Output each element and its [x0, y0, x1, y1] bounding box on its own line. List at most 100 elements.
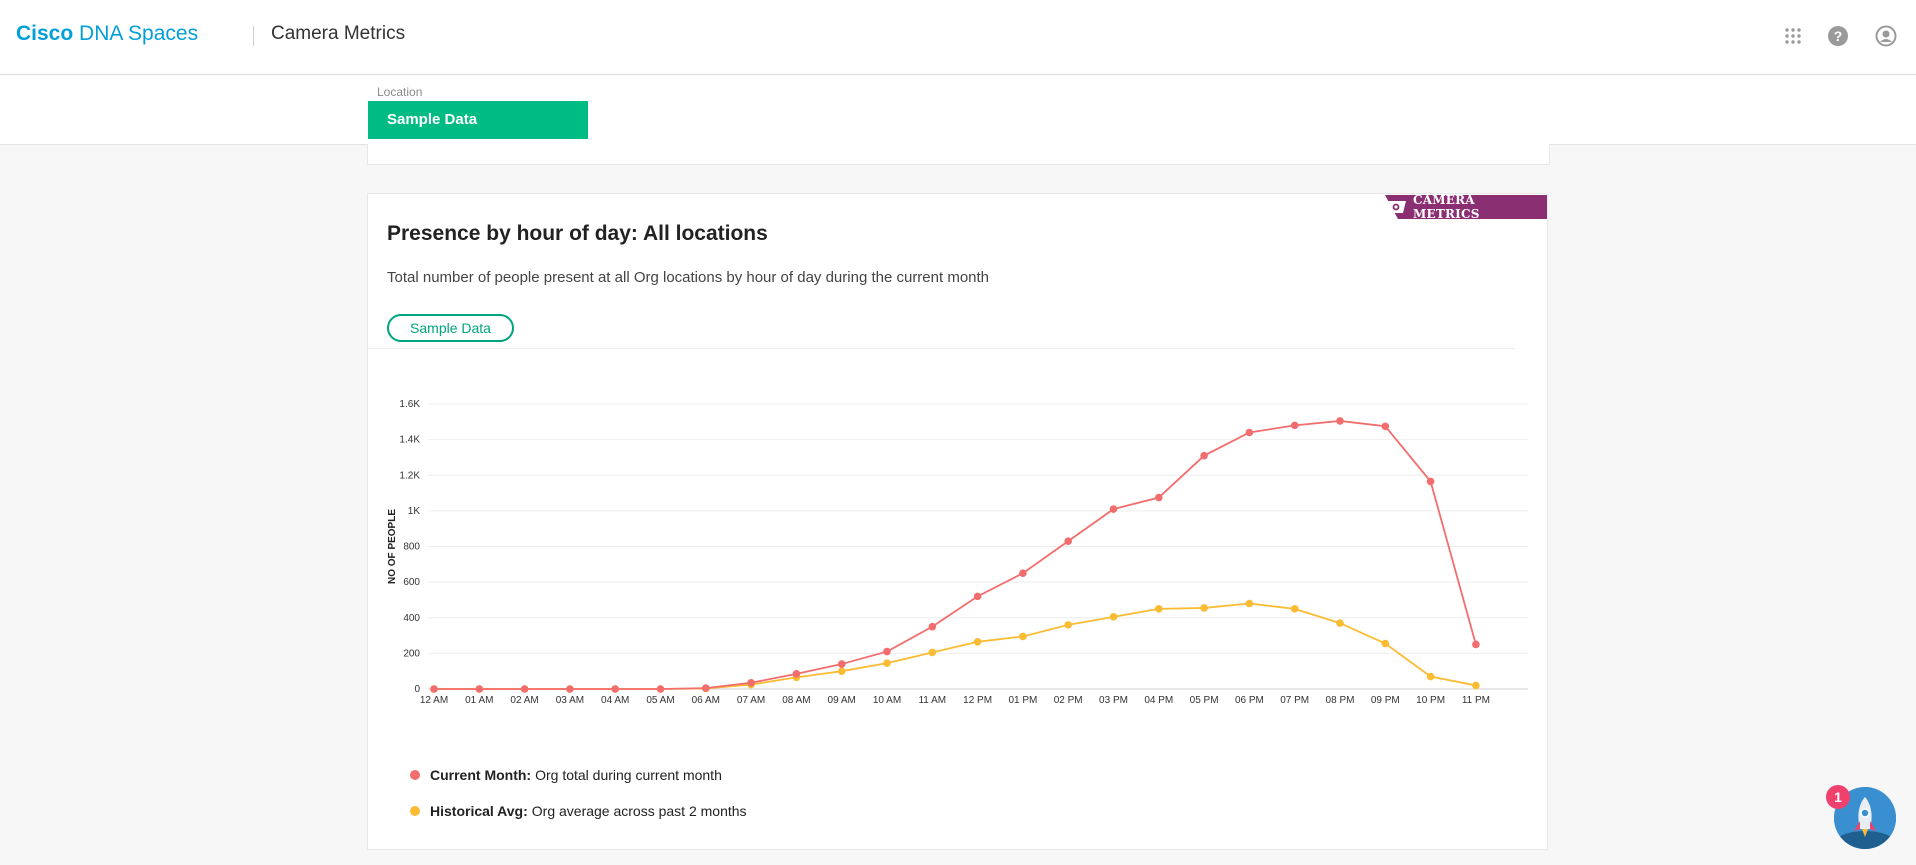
data-point: [1019, 569, 1027, 578]
series-line-historical-avg: [434, 602, 1477, 690]
x-tick-label: 08 AM: [782, 695, 810, 706]
data-point: [1290, 421, 1299, 430]
y-tick-label: 1.4K: [399, 435, 420, 446]
card-title: Presence by hour of day: All locations: [387, 222, 768, 245]
camera-icon: [1385, 199, 1407, 215]
x-tick-label: 11 PM: [1462, 695, 1490, 706]
x-tick-label: 08 PM: [1326, 695, 1355, 706]
x-tick-label: 07 AM: [737, 695, 765, 706]
data-point: [702, 684, 710, 692]
data-point: [1336, 619, 1344, 627]
presence-line-chart: 0 200 400 600 800 1K 1.2K 1.4K 1.6K NO OF PEOPLE 1…: [387, 399, 1528, 706]
x-tick-label: 09 AM: [828, 695, 856, 706]
data-point: [837, 667, 846, 675]
data-point: [1381, 639, 1390, 648]
y-tick-label: 0: [414, 684, 420, 695]
data-point: [1426, 672, 1435, 681]
data-point: [973, 592, 982, 601]
x-tick-label: 09 PM: [1371, 695, 1400, 706]
data-point: [1336, 417, 1344, 425]
top-navigation-bar: Cisco DNA Spaces Camera Metrics ?: [0, 0, 1916, 75]
y-axis-label: NO OF PEOPLE: [387, 509, 398, 584]
data-point: [1155, 605, 1163, 613]
data-point: [1064, 537, 1072, 545]
data-point: [1472, 640, 1480, 649]
data-point: [1019, 632, 1027, 641]
legend-current-month-name: Current Month:: [430, 767, 532, 783]
brand-logo[interactable]: Cisco DNA Spaces: [16, 22, 198, 46]
badge-label: CAMERA METRICS: [1413, 193, 1480, 221]
data-point: [1109, 505, 1118, 513]
y-tick-label: 800: [403, 542, 420, 553]
data-point: [475, 685, 484, 693]
y-tick-label: 400: [403, 613, 420, 624]
rocket-icon: [1834, 787, 1896, 849]
data-point: [792, 670, 801, 678]
location-bar: Location Sample Data: [0, 75, 1916, 145]
user-account-icon[interactable]: [1874, 24, 1898, 48]
notification-count-badge: 1: [1826, 785, 1850, 809]
data-point: [430, 685, 438, 693]
series-line-current-month: [434, 420, 1477, 690]
card-divider: [368, 348, 1515, 349]
y-tick-label: 600: [403, 577, 420, 588]
x-tick-label: 10 PM: [1416, 695, 1445, 706]
data-point: [747, 678, 755, 687]
apps-grid-icon[interactable]: [1781, 24, 1805, 48]
data-point: [1290, 605, 1299, 613]
x-tick-label: 02 PM: [1054, 695, 1083, 706]
legend-historical-avg: Historical Avg: Org average across past …: [410, 803, 747, 819]
data-point: [883, 659, 891, 667]
header-divider: [253, 26, 254, 46]
location-label: Location: [377, 85, 423, 99]
data-point: [1155, 493, 1163, 502]
x-tick-label: 11 AM: [918, 695, 946, 706]
brand-name-bold: Cisco: [16, 22, 74, 45]
data-point: [1472, 681, 1480, 690]
data-point: [656, 685, 665, 693]
data-point: [1245, 428, 1254, 437]
previous-card-bottom: [367, 144, 1550, 165]
data-point: [1245, 599, 1254, 608]
x-tick-label: 06 AM: [692, 695, 720, 706]
x-tick-label: 12 PM: [963, 695, 992, 706]
data-point: [1426, 477, 1435, 486]
data-point: [566, 685, 574, 693]
legend-current-month: Current Month: Org total during current …: [410, 767, 722, 783]
y-tick-label: 1.2K: [399, 470, 420, 481]
x-tick-label: 07 PM: [1280, 695, 1309, 706]
x-tick-label: 01 PM: [1008, 695, 1037, 706]
data-point: [1109, 613, 1118, 621]
x-tick-label: 12 AM: [420, 695, 448, 706]
help-icon[interactable]: ?: [1826, 24, 1850, 48]
data-point: [928, 648, 937, 657]
y-tick-label: 1K: [408, 506, 421, 517]
presence-by-hour-card: CAMERA METRICS Presence by hour of day: …: [367, 193, 1548, 850]
y-tick-label: 1.6K: [399, 399, 420, 410]
x-tick-label: 02 AM: [510, 695, 538, 706]
camera-metrics-badge: CAMERA METRICS: [1385, 195, 1547, 219]
brand-name-rest: DNA Spaces: [73, 22, 199, 45]
legend-current-month-marker: [410, 770, 420, 780]
x-tick-label: 03 PM: [1099, 695, 1128, 706]
x-tick-label: 06 PM: [1235, 695, 1264, 706]
x-tick-label: 04 AM: [601, 695, 629, 706]
data-point: [883, 647, 891, 656]
data-point: [1064, 621, 1072, 629]
data-point: [520, 685, 529, 693]
location-selector[interactable]: Sample Data: [368, 101, 588, 139]
svg-text:?: ?: [1834, 28, 1843, 44]
legend-historical-avg-marker: [410, 806, 420, 816]
data-point: [973, 637, 982, 646]
x-tick-label: 04 PM: [1144, 695, 1173, 706]
legend-historical-avg-name: Historical Avg:: [430, 803, 528, 819]
data-point: [928, 622, 937, 631]
page-title: Camera Metrics: [271, 23, 406, 44]
sample-data-chip[interactable]: Sample Data: [387, 314, 514, 342]
data-point: [611, 685, 619, 693]
x-tick-label: 10 AM: [873, 695, 901, 706]
y-tick-label: 200: [403, 648, 420, 659]
x-tick-label: 01 AM: [465, 695, 493, 706]
x-tick-label: 03 AM: [556, 695, 584, 706]
x-tick-label: 05 AM: [646, 695, 674, 706]
